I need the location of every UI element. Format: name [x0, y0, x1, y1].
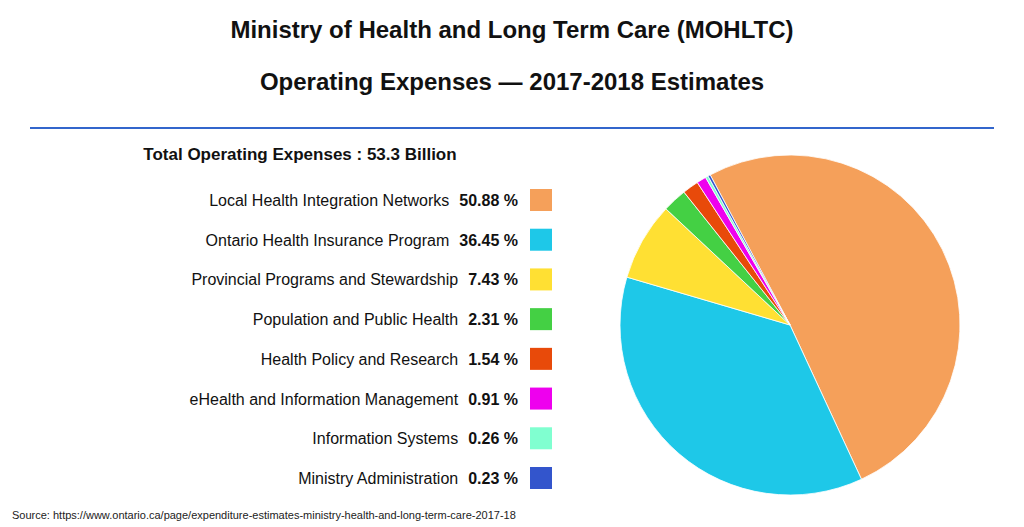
legend-swatch [530, 427, 552, 449]
legend-entry: Provincial Programs and Stewardship 7.43 … [191, 268, 552, 290]
legend-label: Ministry Administration [298, 470, 458, 487]
legend-label: Provincial Programs and Stewardship [191, 271, 458, 288]
legend-entry: Ontario Health Insurance Program 36.45 % [206, 229, 552, 251]
chart: Ministry of Health and Long Term Care (M… [0, 0, 1024, 527]
legend-value: 50.88 % [459, 192, 518, 209]
legend: Local Health Integration Networks 50.88 %… [190, 189, 552, 489]
source: Source: https://www.ontario.ca/page/expe… [12, 509, 516, 521]
legend-label: Population and Public Health [253, 311, 458, 328]
pie-slice [684, 182, 790, 325]
legend-value: 0.91 % [468, 390, 518, 407]
legend-entry: Health Policy and Research 1.54 % [261, 348, 552, 370]
legend-swatch [530, 268, 552, 290]
legend-label: Ontario Health Insurance Program [206, 231, 450, 248]
legend-entry: Population and Public Health 2.31 % [253, 308, 552, 330]
legend-text: Local Health Integration Networks 50.88 % [209, 192, 518, 209]
legend-label: Local Health Integration Networks [209, 192, 449, 209]
pie-slice [708, 175, 790, 325]
legend-entry: eHealth and Information Management 0.91 % [190, 388, 552, 410]
legend-swatch [530, 467, 552, 489]
legend-value: 7.43 % [468, 271, 518, 288]
title: Ministry of Health and Long Term Care (M… [230, 16, 793, 43]
legend-text: Health Policy and Research 1.54 % [261, 350, 518, 367]
legend-entry: Local Health Integration Networks 50.88 % [209, 189, 552, 211]
legend-text: eHealth and Information Management 0.91 % [190, 390, 518, 407]
divider [30, 127, 994, 129]
legend-entry: Information Systems 0.26 % [312, 427, 552, 449]
legend-label: eHealth and Information Management [190, 390, 459, 407]
legend-swatch [530, 308, 552, 330]
legend-text: Provincial Programs and Stewardship 7.43 … [191, 271, 518, 288]
legend-swatch [530, 229, 552, 251]
legend-value: 36.45 % [459, 231, 518, 248]
legend-label: Information Systems [312, 430, 458, 447]
legend-label: Health Policy and Research [261, 350, 458, 367]
legend-text: Ministry Administration 0.23 % [298, 470, 518, 487]
legend-value: 1.54 % [468, 350, 518, 367]
legend-entry: Ministry Administration 0.23 % [298, 467, 552, 489]
pie [620, 155, 960, 495]
legend-text: Information Systems 0.26 % [312, 430, 518, 447]
legend-text: Ontario Health Insurance Program 36.45 % [206, 231, 518, 248]
legend-swatch [530, 388, 552, 410]
legend-value: 0.26 % [468, 430, 518, 447]
subtitle: Operating Expenses — 2017-2018 Estimates [260, 68, 764, 95]
legend-swatch [530, 189, 552, 211]
legend-swatch [530, 348, 552, 370]
total-label: Total Operating Expenses : 53.3 Billion [143, 145, 456, 164]
legend-value: 0.23 % [468, 470, 518, 487]
legend-value: 2.31 % [468, 311, 518, 328]
pie-slice [697, 177, 790, 325]
legend-text: Population and Public Health 2.31 % [253, 311, 518, 328]
